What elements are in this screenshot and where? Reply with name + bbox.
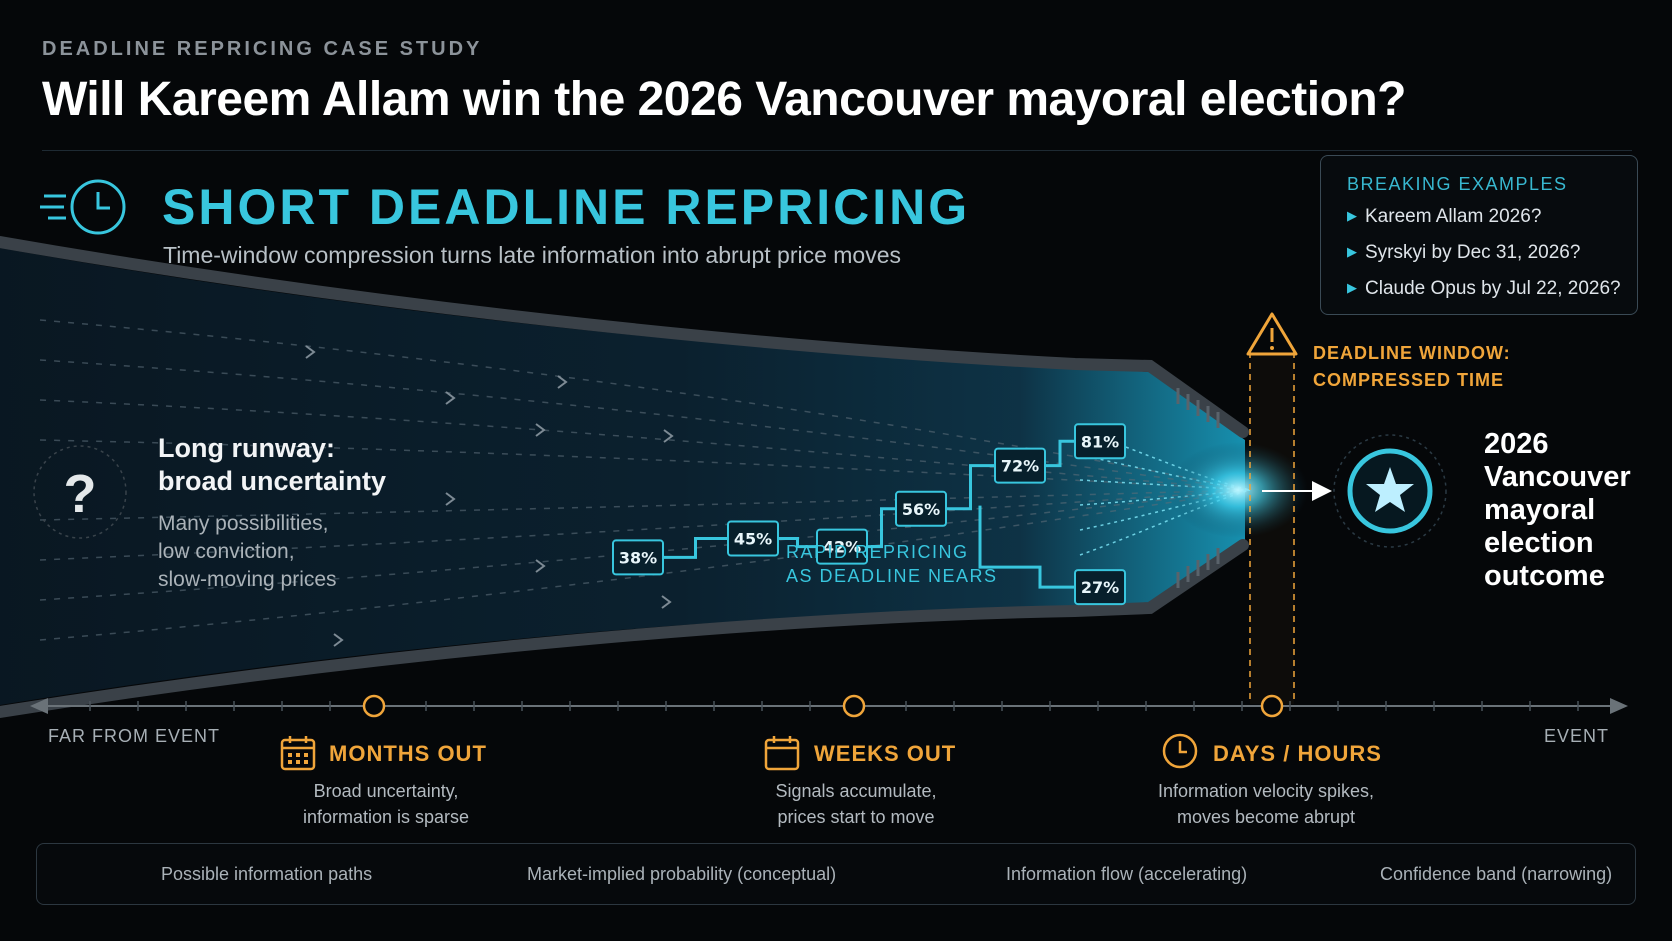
example-item[interactable]: ▶ Syrskyi by Dec 31, 2026? [1347, 242, 1580, 264]
svg-text:?: ? [64, 464, 97, 524]
example-item[interactable]: ▶ Claude Opus by Jul 22, 2026? [1347, 278, 1621, 300]
probability-label: 56% [902, 500, 940, 519]
example-item-label: Syrskyi by Dec 31, 2026? [1365, 242, 1581, 263]
outcome-line: election [1484, 527, 1594, 559]
legend-item-label: Possible information paths [161, 864, 373, 884]
probability-box [994, 447, 1046, 484]
triangle-bullet-icon: ▶ [1347, 244, 1357, 259]
desc-line: low conviction, [158, 540, 295, 563]
probability-label: 81% [1081, 432, 1119, 451]
phase-title-months: MONTHS OUT [329, 741, 487, 766]
triangle-bullet-icon: ▶ [1347, 208, 1357, 223]
probability-label: 72% [1001, 457, 1039, 476]
example-item-label: Kareem Allam 2026? [1365, 206, 1542, 227]
rapid-line: RAPID REPRICING [786, 542, 969, 562]
timeline-markers [362, 694, 1284, 718]
section-heading: SHORT DEADLINE REPRICING [162, 179, 971, 235]
probability-label: 45% [734, 530, 772, 549]
convergence-glow [1168, 442, 1308, 538]
deadline-line2: COMPRESSED TIME [1313, 370, 1505, 390]
page-title: Will Kareem Allam win the 2026 Vancouver… [42, 73, 1406, 126]
funnel-top-rail [0, 236, 1249, 438]
legend-item-label: Information flow (accelerating) [1006, 864, 1248, 884]
confidence-funnel [0, 248, 1245, 705]
rapid-line: AS DEADLINE NEARS [786, 566, 998, 586]
information-paths [39, 319, 1251, 641]
probability-box [895, 490, 947, 527]
calendar-grid-icon [280, 736, 316, 771]
phase-title-weeks: WEEKS OUT [814, 741, 957, 766]
legend: Possible information paths Market-implie… [36, 843, 1636, 905]
triangle-bullet-icon: ▶ [1347, 280, 1357, 295]
probability-box [1074, 569, 1126, 606]
legend-item-label: Market-implied probability (conceptual) [527, 864, 837, 884]
probability-branch-line [978, 505, 1100, 589]
phase-desc-line: prices start to move [777, 807, 935, 827]
warning-icon [1246, 312, 1298, 356]
phase-desc-line: moves become abrupt [1176, 807, 1356, 827]
clock-icon [1162, 733, 1198, 769]
probability-label: 27% [1081, 578, 1119, 597]
probability-box [612, 539, 664, 576]
long-runway-heading: Long runway: broad uncertainty [158, 432, 386, 498]
top-vents [1176, 388, 1220, 428]
probability-box [816, 528, 868, 565]
long-runway-description: Many possibilities, low conviction, slow… [158, 510, 337, 594]
bottom-vents [1176, 548, 1220, 588]
deadline-window [1250, 352, 1294, 704]
timeline-start-label: FAR FROM EVENT [48, 726, 221, 746]
section-subtitle: Time-window compression turns late infor… [163, 242, 902, 268]
phase-desc-line: Signals accumulate, [775, 781, 937, 801]
heading-line: broad uncertainty [158, 466, 387, 496]
title-divider [42, 150, 1632, 151]
breaking-examples-panel: BREAKING EXAMPLES ▶ Kareem Allam 2026? ▶ S… [1320, 155, 1638, 315]
examples-heading: BREAKING EXAMPLES [1347, 174, 1568, 194]
example-item-label: Claude Opus by Jul 22, 2026? [1365, 278, 1621, 299]
outcome-line: Vancouver [1484, 461, 1631, 493]
heading-line: Long runway: [158, 433, 335, 463]
question-badge-icon: ? [33, 445, 127, 539]
probability-label: 42% [823, 538, 861, 557]
probability-box [727, 520, 779, 557]
outcome-line: 2026 [1484, 428, 1549, 460]
speed-clock-icon [40, 179, 126, 235]
phase-desc-line: information is sparse [302, 807, 470, 827]
deadline-window-label: DEADLINE WINDOW: COMPRESSED TIME [1313, 340, 1511, 394]
rapid-repricing-label: RAPID REPRICING AS DEADLINE NEARS [786, 540, 998, 588]
probability-label: 38% [619, 548, 657, 567]
outcome-label: 2026 Vancouver mayoral election outcome [1484, 428, 1631, 593]
probability-box [1074, 423, 1126, 460]
outcome-line: outcome [1484, 560, 1605, 592]
desc-line: slow-moving prices [158, 568, 337, 591]
star-badge-icon [1333, 434, 1447, 548]
legend-item-label: Confidence band (narrowing) [1380, 864, 1613, 884]
flow-chevrons [305, 345, 674, 647]
phase-desc-line: Broad uncertainty, [313, 781, 459, 801]
timeline-axis [30, 698, 1628, 714]
phase-desc-days: Information velocity spikes, moves becom… [1116, 778, 1416, 830]
outcome-line: mayoral [1484, 494, 1596, 526]
phase-title-days: DAYS / HOURS [1213, 741, 1382, 766]
example-item[interactable]: ▶ Kareem Allam 2026? [1347, 206, 1541, 228]
eyebrow-label: DEADLINE REPRICING CASE STUDY [42, 38, 483, 60]
calendar-icon [764, 736, 800, 771]
phase-desc-weeks: Signals accumulate, prices start to move [706, 778, 1006, 830]
deadline-line1: DEADLINE WINDOW: [1313, 343, 1511, 363]
timeline-end-label: EVENT [1544, 726, 1610, 746]
desc-line: Many possibilities, [158, 512, 329, 535]
funnel-bottom-rail [0, 539, 1249, 718]
phase-desc-line: Information velocity spikes, [1157, 781, 1375, 801]
phase-desc-months: Broad uncertainty, information is sparse [236, 778, 536, 830]
